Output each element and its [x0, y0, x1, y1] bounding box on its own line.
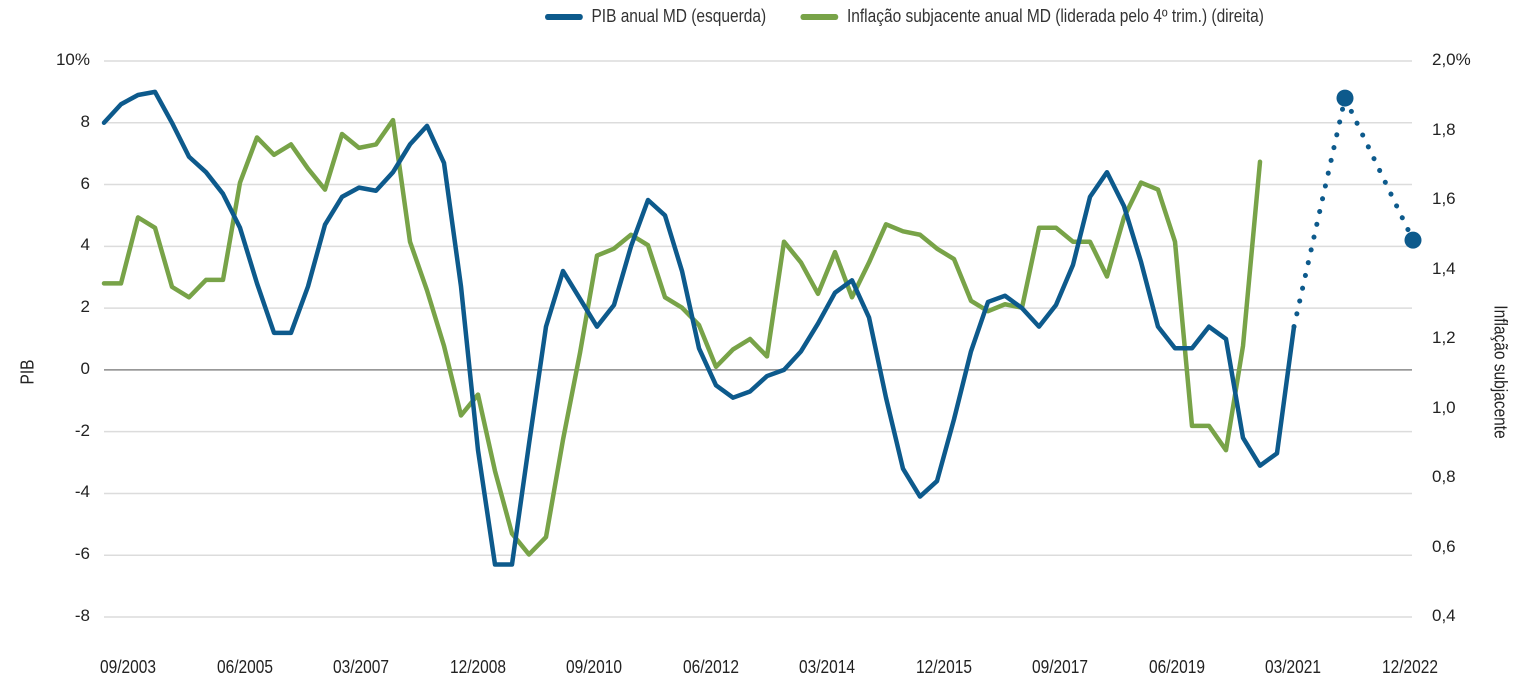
gdp-forecast-line	[1291, 90, 1416, 330]
legend-label-gdp: PIB anual MD (esquerda)	[591, 6, 767, 26]
x-tick-label: 09/2017	[1032, 657, 1089, 677]
legend-swatch-gdp	[545, 13, 583, 20]
chart-legend: PIB anual MD (esquerda) Inflação subjace…	[545, 6, 1264, 27]
right-tick-label: 1,8	[1432, 119, 1456, 139]
right-tick-label: 1,6	[1432, 189, 1456, 208]
x-tick-label: 03/2021	[1265, 657, 1322, 677]
right-tick-label: 1,0	[1432, 397, 1456, 417]
left-tick-label: 8	[80, 111, 90, 131]
legend-label-inflation: Inflação subjacente anual MD (liderada p…	[846, 6, 1264, 26]
gdp-line	[101, 89, 1297, 567]
left-tick-label: -8	[74, 606, 90, 625]
x-tick-label: 09/2003	[100, 657, 156, 677]
right-tick-label: 1,4	[1432, 258, 1456, 278]
x-tick-label: 06/2005	[216, 657, 273, 677]
legend-item-inflation: Inflação subjacente anual MD (liderada p…	[800, 6, 1264, 27]
inflation-line	[101, 117, 1263, 557]
left-tick-label: -2	[74, 420, 90, 440]
x-tick-label: 03/2014	[799, 657, 856, 677]
right-tick-label: 0,8	[1432, 467, 1456, 486]
x-tick-label: 06/2012	[682, 657, 739, 677]
x-tick-label: 03/2007	[333, 657, 390, 677]
right-tick-label: 0,4	[1432, 606, 1456, 625]
left-tick-label: 0	[80, 358, 90, 378]
left-tick-label: 4	[80, 235, 90, 255]
right-tick-label: 0,6	[1432, 536, 1456, 556]
left-tick-label: -4	[74, 482, 90, 502]
x-tick-label: 12/2022	[1382, 657, 1438, 677]
x-tick-label: 12/2015	[915, 657, 972, 677]
forecast-point-marker	[1404, 231, 1422, 249]
x-tick-label: 12/2008	[449, 657, 506, 677]
right-tick-label: 1,2	[1432, 328, 1456, 347]
left-tick-label: 2	[80, 297, 90, 317]
forecast-point-marker	[1336, 89, 1354, 107]
right-tick-label: 2,0%	[1432, 50, 1471, 69]
legend-item-gdp: PIB anual MD (esquerda)	[545, 6, 766, 27]
legend-swatch-inflation	[800, 13, 839, 20]
left-tick-label: 6	[80, 173, 90, 193]
left-tick-label: -6	[74, 544, 90, 564]
x-tick-label: 09/2010	[566, 657, 623, 677]
x-tick-label: 06/2019	[1148, 657, 1205, 677]
left-tick-label: 10%	[55, 50, 90, 69]
